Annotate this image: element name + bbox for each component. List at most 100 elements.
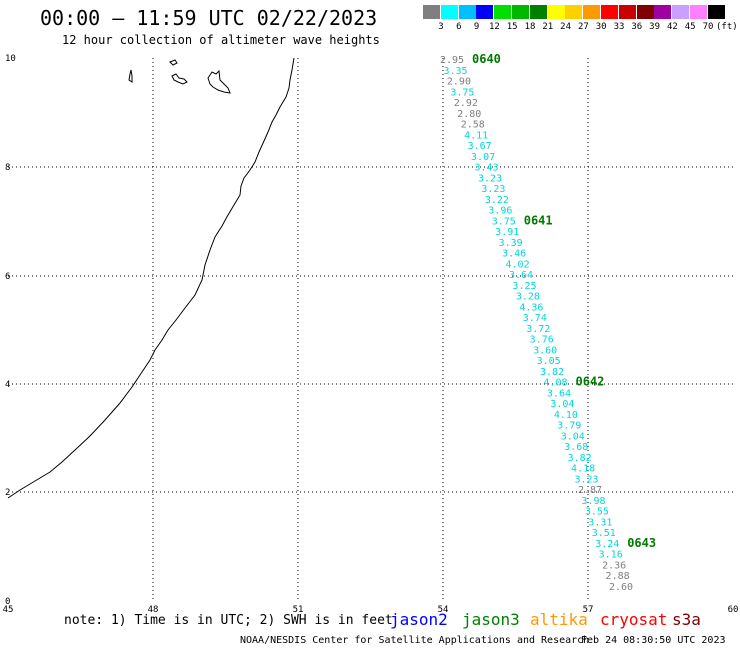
longitude-tick-label: 60 (728, 605, 739, 615)
legend-swatch (494, 5, 512, 19)
wave-height-value: 3.75 (492, 216, 516, 227)
wave-height-value: 3.79 (557, 421, 581, 432)
legend-value-label: 27 (577, 22, 589, 32)
legend-value-label: 15 (506, 22, 518, 32)
wave-height-value: 2.60 (609, 582, 633, 593)
wave-height-value: 3.91 (495, 227, 519, 238)
pass-time-label: 0643 (627, 536, 656, 550)
longitude-tick-label: 45 (3, 605, 14, 615)
wave-height-value: 3.64 (509, 270, 533, 281)
credit-line: NOAA/NESDIS Center for Satellite Applica… (240, 635, 590, 646)
legend-swatch (636, 5, 654, 19)
latitude-tick-label: 4 (5, 380, 10, 390)
abd-al-kuri-island-outline (171, 73, 188, 85)
wave-height-value: 3.55 (585, 507, 609, 518)
legend-swatch (476, 5, 494, 19)
wave-height-value: 3.98 (581, 496, 605, 507)
wave-height-value: 4.08 (543, 378, 567, 389)
wave-height-value: 4.11 (464, 130, 488, 141)
wave-height-value: 2.88 (606, 571, 630, 582)
latitude-tick-label: 2 (5, 488, 10, 498)
satellite-label-s3a: s3a (672, 610, 701, 629)
socotra-island-outline (207, 69, 231, 94)
legend-swatch (672, 5, 690, 19)
wave-height-value: 3.64 (547, 388, 571, 399)
map-grid (8, 58, 733, 601)
legend-swatch (440, 5, 458, 19)
wave-height-value: 3.96 (488, 206, 512, 217)
legend-swatch (690, 5, 707, 19)
wave-height-value: 4.10 (554, 410, 578, 421)
legend-swatch (654, 5, 672, 19)
wave-height-value: 2.90 (447, 77, 471, 88)
legend-swatch (547, 5, 565, 19)
latitude-tick-label: 8 (5, 163, 10, 173)
legend-unit-label: (ft) (716, 22, 738, 32)
pass-time-labels: 0640 0641 0642 0643 (472, 52, 656, 550)
legend-value-label: 39 (649, 22, 661, 32)
legend-value-label: 36 (631, 22, 643, 32)
wave-height-value: 3.82 (540, 367, 564, 378)
legend-value-label: 70 (702, 22, 714, 32)
altimeter-track: 2.953.352.903.752.922.802.584.113.673.07… (440, 55, 633, 593)
latitude-tick-label: 0 (5, 597, 10, 607)
wave-height-value: 3.31 (588, 517, 612, 528)
legend-value-label: 3 (438, 22, 444, 32)
chart-subtitle: 12 hour collection of altimeter wave hei… (62, 33, 380, 47)
legend-swatch (565, 5, 583, 19)
wave-height-value: 3.43 (474, 163, 498, 174)
satellite-label-altika: altika (530, 610, 588, 629)
wave-height-value: 3.39 (499, 238, 523, 249)
wave-height-value: 3.04 (550, 399, 574, 410)
wave-height-value: 3.04 (561, 431, 585, 442)
latitude-tick-label: 6 (5, 272, 10, 282)
legend-value-label: 21 (542, 22, 554, 32)
satellite-label-jason3: jason3 (462, 610, 520, 629)
latitude-tick-label: 10 (5, 54, 16, 64)
wave-height-value: 3.05 (537, 356, 561, 367)
wave-height-value: 3.72 (526, 324, 550, 335)
legend-swatch (512, 5, 529, 19)
somalia-coastline (7, 57, 295, 499)
legend-swatch (601, 5, 618, 19)
small-island-b (169, 59, 178, 66)
longitude-tick-label: 54 (438, 605, 449, 615)
wave-height-value: 3.75 (450, 87, 474, 98)
wave-height-value: 3.23 (481, 184, 505, 195)
legend-value-label: 42 (666, 22, 678, 32)
wave-height-value: 2.80 (457, 109, 481, 120)
longitude-tick-label: 48 (148, 605, 159, 615)
legend-swatch (618, 5, 636, 19)
units-note: note: 1) Time is in UTC; 2) SWH is in fe… (64, 613, 393, 628)
generated-timestamp: Feb 24 08:30:50 UTC 2023 (581, 635, 726, 646)
wave-height-value: 3.68 (564, 442, 588, 453)
wave-height-value: 3.46 (502, 249, 526, 260)
wave-height-value: 3.76 (530, 335, 554, 346)
legend-value-label: 12 (488, 22, 500, 32)
wave-height-value: 4.36 (519, 302, 543, 313)
chart-title: 00:00 – 11:59 UTC 02/22/2023 (40, 6, 378, 30)
legend-swatch (583, 5, 601, 19)
legend-value-label: 18 (524, 22, 536, 32)
wave-height-value: 2.92 (454, 98, 478, 109)
wave-height-value: 2.95 (440, 55, 464, 66)
wave-height-value: 3.23 (478, 173, 502, 184)
small-island-a (128, 69, 133, 83)
pass-time-label: 0640 (472, 52, 501, 66)
wave-height-value: 3.82 (568, 453, 592, 464)
wave-height-value: 3.24 (595, 539, 619, 550)
legend-value-label: 24 (560, 22, 572, 32)
legend-value-label: 33 (613, 22, 625, 32)
wave-height-value: 2.58 (461, 120, 485, 131)
pass-time-label: 0642 (575, 375, 604, 389)
wave-height-value: 3.60 (533, 345, 557, 356)
wave-height-value: 3.35 (443, 66, 467, 77)
legend-value-label: 45 (684, 22, 696, 32)
satellite-label-cryosat: cryosat (600, 610, 668, 629)
wave-height-value: 3.67 (468, 141, 492, 152)
longitude-tick-label: 57 (583, 605, 594, 615)
wave-height-value: 3.07 (471, 152, 495, 163)
wave-height-value: 4.18 (571, 464, 595, 475)
legend-swatch (529, 5, 547, 19)
